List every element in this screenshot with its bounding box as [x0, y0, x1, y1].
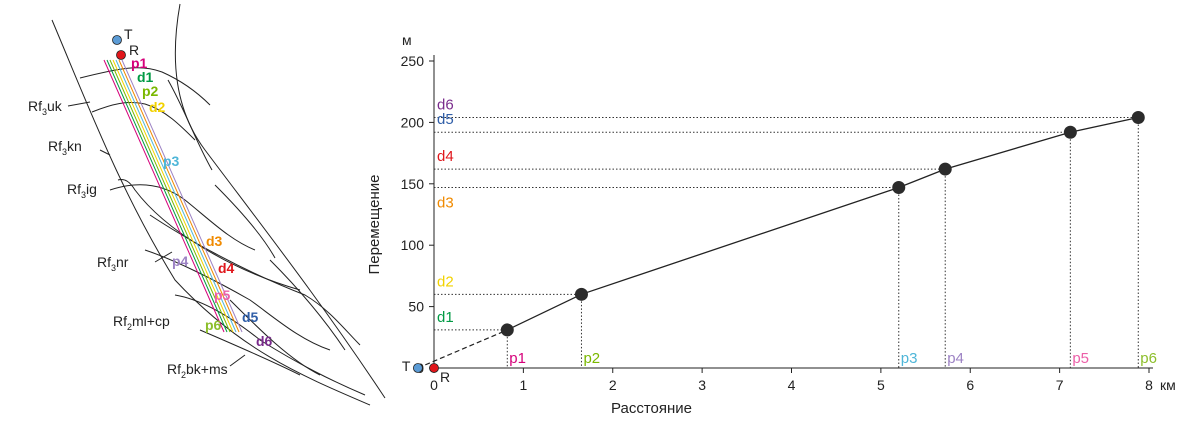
map-boundary-right [174, 3, 386, 399]
x-tick-label: 3 [698, 377, 706, 393]
unit-label-rf2mlcp: Rf2ml+cp [113, 313, 170, 332]
contact-line [144, 249, 331, 351]
x-tick-label: 2 [609, 377, 617, 393]
contact-line [91, 101, 196, 141]
origin-point-t [413, 363, 423, 373]
map-boundary-left [51, 19, 371, 406]
x-tick-label: 7 [1056, 377, 1064, 393]
profile-line-p2 [109, 59, 231, 333]
origin-label-r: R [440, 369, 450, 385]
y-axis-title: Перемещение [366, 175, 383, 275]
leader-line [99, 149, 111, 156]
map-label-p1: p1 [131, 55, 148, 71]
map-point-t-marker [112, 35, 122, 45]
profile-lines [103, 59, 243, 333]
data-point-p5 [1063, 125, 1077, 139]
map-unit-labels: Rf3uk Rf3kn Rf3ig Rf3nr Rf2ml+cp Rf2bk+m… [28, 98, 228, 380]
map-label-d2: d2 [149, 99, 166, 115]
y-tick-label: 100 [401, 237, 425, 253]
y-marker-label-d4: d4 [437, 148, 454, 165]
map-label-p3: p3 [163, 153, 180, 169]
map-label-d5: d5 [242, 309, 259, 325]
map-label-d1: d1 [137, 69, 154, 85]
unit-label-rf2bkms: Rf2bk+ms [167, 361, 228, 380]
data-point-p6 [1131, 110, 1145, 124]
x-tick-label: 6 [966, 377, 974, 393]
x-unit-label: км [1160, 377, 1176, 393]
y-unit-label: м [402, 32, 412, 48]
data-point-p4 [938, 162, 952, 176]
x-axis-title: Расстояние [611, 400, 692, 417]
leader-line [229, 354, 246, 367]
extrapolation-line [417, 329, 508, 369]
profile-line-d1 [106, 59, 228, 333]
y-marker-label-d6: d6 [437, 96, 454, 113]
series-line [507, 116, 1139, 331]
data-point-p3 [892, 180, 906, 194]
map-label-p4: p4 [172, 253, 189, 269]
x-marker-label-p2: p2 [583, 350, 600, 367]
y-tick-label: 150 [401, 176, 425, 192]
contact-line [174, 294, 366, 396]
leader-line [67, 101, 91, 107]
y-tick-label: 250 [401, 53, 425, 69]
unit-label-rf3kn: Rf3kn [48, 138, 82, 157]
map-label-p5: p5 [214, 287, 231, 303]
y-tick-label: 50 [408, 299, 424, 315]
data-point-p2 [574, 287, 588, 301]
x-marker-label-p6: p6 [1140, 350, 1157, 367]
map-label-p2: p2 [142, 83, 159, 99]
contact-line [117, 179, 301, 291]
map-point-r-label: R [129, 42, 139, 58]
y-tick-label: 200 [401, 114, 425, 130]
map-point-r-marker [116, 50, 126, 60]
contact-line [229, 299, 321, 376]
y-marker-label-d5: d5 [437, 111, 454, 128]
contact-line [269, 259, 346, 351]
x-tick-label: 1 [519, 377, 527, 393]
unit-label-rf3ig: Rf3ig [67, 181, 97, 200]
profile-line-d3 [118, 59, 240, 333]
data-point-p1 [500, 323, 514, 337]
contact-line [214, 184, 276, 259]
x-tick-label: 4 [788, 377, 796, 393]
profile-line-p4 [121, 59, 243, 333]
profile-line-p3 [115, 59, 237, 333]
map-label-p6: p6 [205, 317, 222, 333]
contact-line [109, 184, 256, 251]
geologic-map [51, 3, 386, 406]
contact-line [167, 79, 213, 171]
y-marker-label-d1: d1 [437, 309, 454, 326]
map-label-d4: d4 [218, 260, 235, 276]
y-marker-label-d3: d3 [437, 194, 454, 211]
x-marker-label-p3: p3 [901, 350, 918, 367]
map-label-d6: d6 [256, 333, 273, 349]
map-label-d3: d3 [206, 233, 223, 249]
x-marker-label-p1: p1 [509, 350, 526, 367]
x-marker-label-p4: p4 [947, 350, 964, 367]
unit-label-rf3nr: Rf3nr [97, 254, 129, 273]
profile-line-p1 [103, 59, 225, 333]
map-line-labels: p1 d1 p2 d2 p3 d3 p4 d4 p5 d5 p6 d6 [131, 55, 273, 349]
origin-label-t: T [402, 358, 411, 374]
origin-point-r [429, 363, 439, 373]
x-tick-label: 8 [1145, 377, 1153, 393]
unit-label-rf3uk: Rf3uk [28, 98, 63, 117]
leader-line [154, 251, 173, 263]
contact-line [199, 329, 301, 376]
x-marker-label-p5: p5 [1072, 350, 1089, 367]
displacement-chart: 050100150200250012345678мкмРасстояниеПер… [366, 32, 1176, 417]
map-point-t-label: T [124, 26, 133, 42]
y-marker-label-d2: d2 [437, 273, 454, 290]
contact-line [79, 67, 211, 106]
x-tick-label: 5 [877, 377, 885, 393]
x-tick-label: 0 [430, 377, 438, 393]
contact-line [149, 214, 361, 346]
profile-line-d2 [112, 59, 234, 333]
